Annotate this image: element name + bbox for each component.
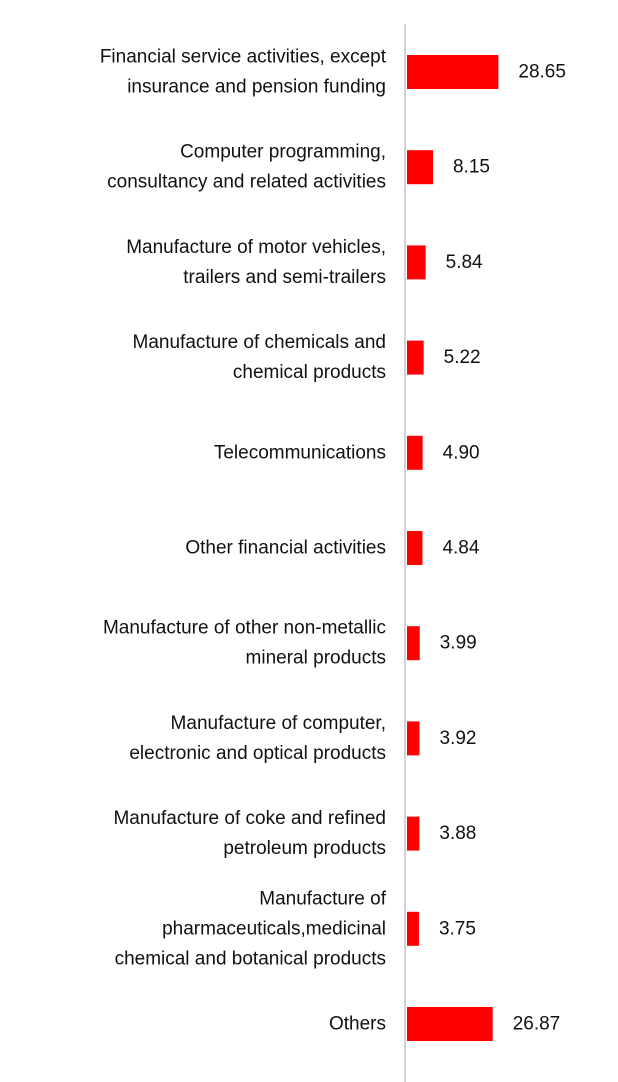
value-label-2: 8.15 bbox=[453, 157, 490, 178]
category-label-7: Manufacture of other non-metallic mineral… bbox=[103, 618, 386, 669]
category-label-line: consultancy and related activities bbox=[107, 172, 386, 193]
value-label-5: 4.90 bbox=[443, 442, 480, 463]
value-label-4: 5.22 bbox=[444, 347, 481, 368]
value-labels-group: 28.65 8.15 5.84 5.22 4.90 4.84 3.99 3.92 3.88 3.7… bbox=[439, 62, 566, 1035]
value-label-8: 3.92 bbox=[440, 728, 477, 749]
bars-group bbox=[407, 55, 499, 1041]
category-label-line: Manufacture of motor vehicles, bbox=[126, 237, 386, 258]
bar-2 bbox=[407, 150, 433, 185]
bar-7 bbox=[407, 626, 420, 661]
bar-3 bbox=[407, 245, 426, 280]
category-label-line: chemical and botanical products bbox=[115, 948, 386, 969]
value-label-1: 28.65 bbox=[518, 62, 566, 83]
value-label-9: 3.88 bbox=[439, 823, 476, 844]
value-label-10: 3.75 bbox=[439, 918, 476, 939]
category-label-line: Manufacture of coke and refined bbox=[113, 808, 386, 829]
value-label-3: 5.84 bbox=[446, 252, 483, 273]
category-label-line: Computer programming, bbox=[180, 142, 386, 163]
bar-11 bbox=[407, 1007, 493, 1041]
category-label-line: Financial service activities, except bbox=[100, 47, 387, 68]
category-label-2: Computer programming, consultancy and rel… bbox=[107, 142, 386, 193]
category-label-10: Manufacture of pharmaceuticals,medicinal c… bbox=[115, 888, 387, 969]
category-label-line: Telecommunications bbox=[214, 442, 386, 463]
bar-6 bbox=[407, 531, 423, 565]
value-label-7: 3.99 bbox=[440, 633, 477, 654]
category-label-line: Manufacture of bbox=[259, 888, 386, 909]
category-label-1: Financial service activities, except insu… bbox=[100, 47, 387, 98]
value-label-11: 26.87 bbox=[513, 1014, 561, 1035]
bar-5 bbox=[407, 435, 423, 470]
category-label-line: insurance and pension funding bbox=[127, 77, 386, 98]
category-label-line: pharmaceuticals,medicinal bbox=[162, 918, 386, 939]
category-label-6: Other financial activities bbox=[185, 538, 386, 559]
category-label-4: Manufacture of chemicals and chemical pro… bbox=[133, 332, 386, 383]
category-label-11: Others bbox=[329, 1014, 386, 1035]
value-label-6: 4.84 bbox=[442, 538, 479, 559]
category-label-3: Manufacture of motor vehicles, trailers a… bbox=[126, 237, 386, 288]
bar-8 bbox=[407, 721, 420, 756]
category-label-9: Manufacture of coke and refined petroleum… bbox=[113, 808, 386, 859]
category-label-8: Manufacture of computer, electronic and o… bbox=[129, 713, 386, 764]
category-label-line: Others bbox=[329, 1014, 386, 1035]
bar-4 bbox=[407, 340, 424, 375]
category-labels-group: Financial service activities, except insu… bbox=[100, 47, 387, 1035]
bar-1 bbox=[407, 55, 499, 89]
category-label-5: Telecommunications bbox=[214, 442, 386, 463]
bar-9 bbox=[407, 816, 420, 851]
category-label-line: Other financial activities bbox=[185, 538, 386, 559]
category-label-line: trailers and semi-trailers bbox=[183, 267, 386, 288]
category-label-line: Manufacture of other non-metallic bbox=[103, 618, 386, 639]
category-label-line: Manufacture of chemicals and bbox=[133, 332, 386, 353]
category-label-line: mineral products bbox=[246, 648, 386, 669]
bar-10 bbox=[407, 911, 419, 946]
category-label-line: petroleum products bbox=[223, 838, 386, 859]
category-label-line: electronic and optical products bbox=[129, 743, 386, 764]
category-label-line: chemical products bbox=[233, 362, 386, 383]
category-label-line: Manufacture of computer, bbox=[171, 713, 386, 734]
